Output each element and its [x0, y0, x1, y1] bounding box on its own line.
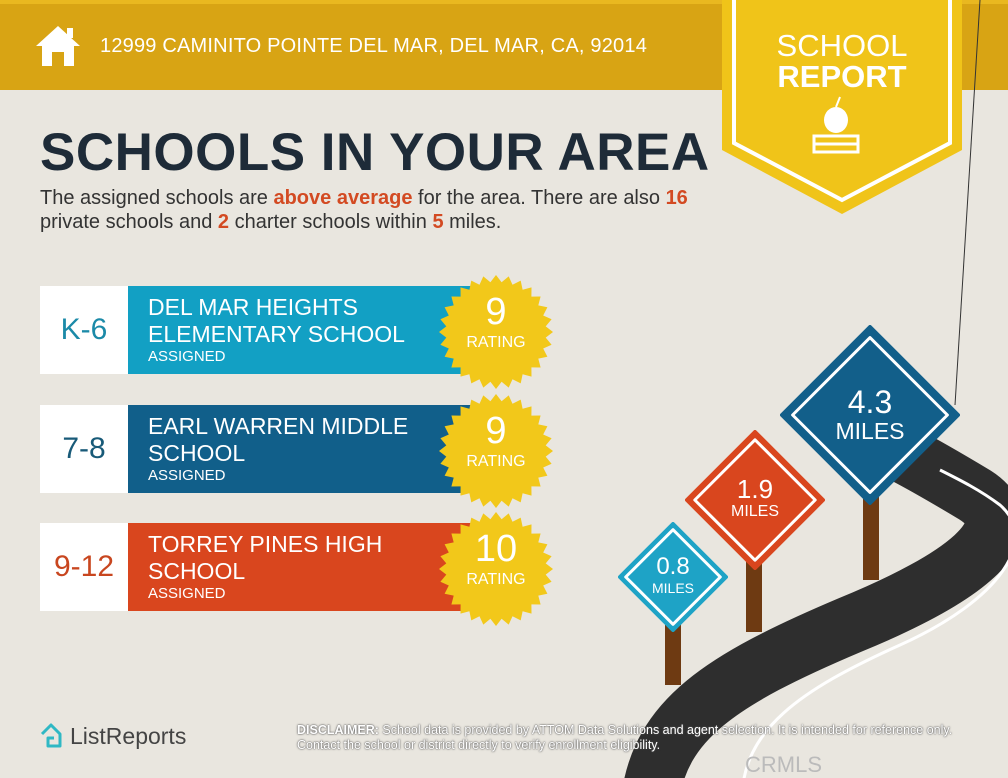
- sign-unit: MILES: [730, 503, 779, 521]
- school-bar: TORREY PINES HIGH SCHOOL ASSIGNED: [128, 523, 478, 611]
- badge-title: SCHOOL REPORT: [722, 30, 962, 92]
- distance-sign: 4.3 MILES: [780, 325, 960, 505]
- disclaimer: DISCLAIMER: School data is provided by A…: [297, 723, 953, 752]
- school-bar: DEL MAR HEIGHTS ELEMENTARY SCHOOL ASSIGN…: [128, 286, 478, 374]
- rating-badge: 9 RATING: [466, 291, 526, 351]
- badge-line1: SCHOOL: [776, 28, 908, 63]
- road: [624, 429, 1008, 778]
- sign-distance: 1.9: [736, 474, 774, 505]
- apple-on-books-icon: [812, 96, 860, 154]
- rating-badge: 9 RATING: [466, 410, 526, 470]
- crmls-watermark: CRMLS: [745, 752, 823, 777]
- sign-diamond: [618, 522, 728, 632]
- grade-range: K-6: [40, 286, 128, 374]
- distance-sign: 0.8 MILES: [618, 522, 728, 632]
- school-bar: EARL WARREN MIDDLE SCHOOL ASSIGNED: [128, 405, 478, 493]
- school-name: TORREY PINES HIGH SCHOOL: [148, 531, 383, 584]
- badge-line2: REPORT: [777, 59, 907, 94]
- rating-starburst-icon: [439, 275, 553, 389]
- sign-distance: 0.8: [656, 553, 690, 581]
- property-address: 12999 CAMINITO POINTE DEL MAR, DEL MAR, …: [100, 35, 648, 57]
- school-row[interactable]: 7-8 EARL WARREN MIDDLE SCHOOL ASSIGNED 9…: [40, 394, 560, 508]
- sign-unit: MILES: [651, 580, 694, 597]
- school-row[interactable]: K-6 DEL MAR HEIGHTS ELEMENTARY SCHOOL AS…: [40, 275, 560, 389]
- rating-badge: 10 RATING: [466, 528, 526, 588]
- page-title: SCHOOLS IN YOUR AREA: [40, 123, 710, 182]
- school-row[interactable]: 9-12 TORREY PINES HIGH SCHOOL ASSIGNED 1…: [40, 512, 560, 626]
- sign-diamond: [685, 430, 825, 570]
- school-status: ASSIGNED: [148, 467, 226, 484]
- school-name: EARL WARREN MIDDLE SCHOOL: [148, 413, 409, 466]
- listreports-logo-icon: [40, 723, 62, 748]
- logo-text: ListReports: [70, 722, 187, 749]
- listreports-logo: ListReports: [38, 722, 186, 750]
- school-status: ASSIGNED: [148, 585, 226, 602]
- school-report-badge: [722, 0, 962, 214]
- road-line: [742, 468, 1008, 778]
- sign-distance: 4.3: [847, 383, 893, 420]
- grade-range: 7-8: [40, 405, 128, 493]
- intro-text: The assigned schools are above average f…: [40, 187, 688, 233]
- school-name: DEL MAR HEIGHTS ELEMENTARY SCHOOL: [148, 294, 405, 347]
- distance-sign: 1.9 MILES: [685, 430, 825, 570]
- sign-diamond: [780, 325, 960, 505]
- sign-unit: MILES: [835, 417, 905, 444]
- house-icon: [36, 26, 80, 66]
- grade-range: 9-12: [40, 523, 128, 611]
- rating-starburst-icon: [439, 394, 553, 508]
- rating-starburst-icon: [439, 512, 553, 626]
- school-status: ASSIGNED: [148, 348, 226, 365]
